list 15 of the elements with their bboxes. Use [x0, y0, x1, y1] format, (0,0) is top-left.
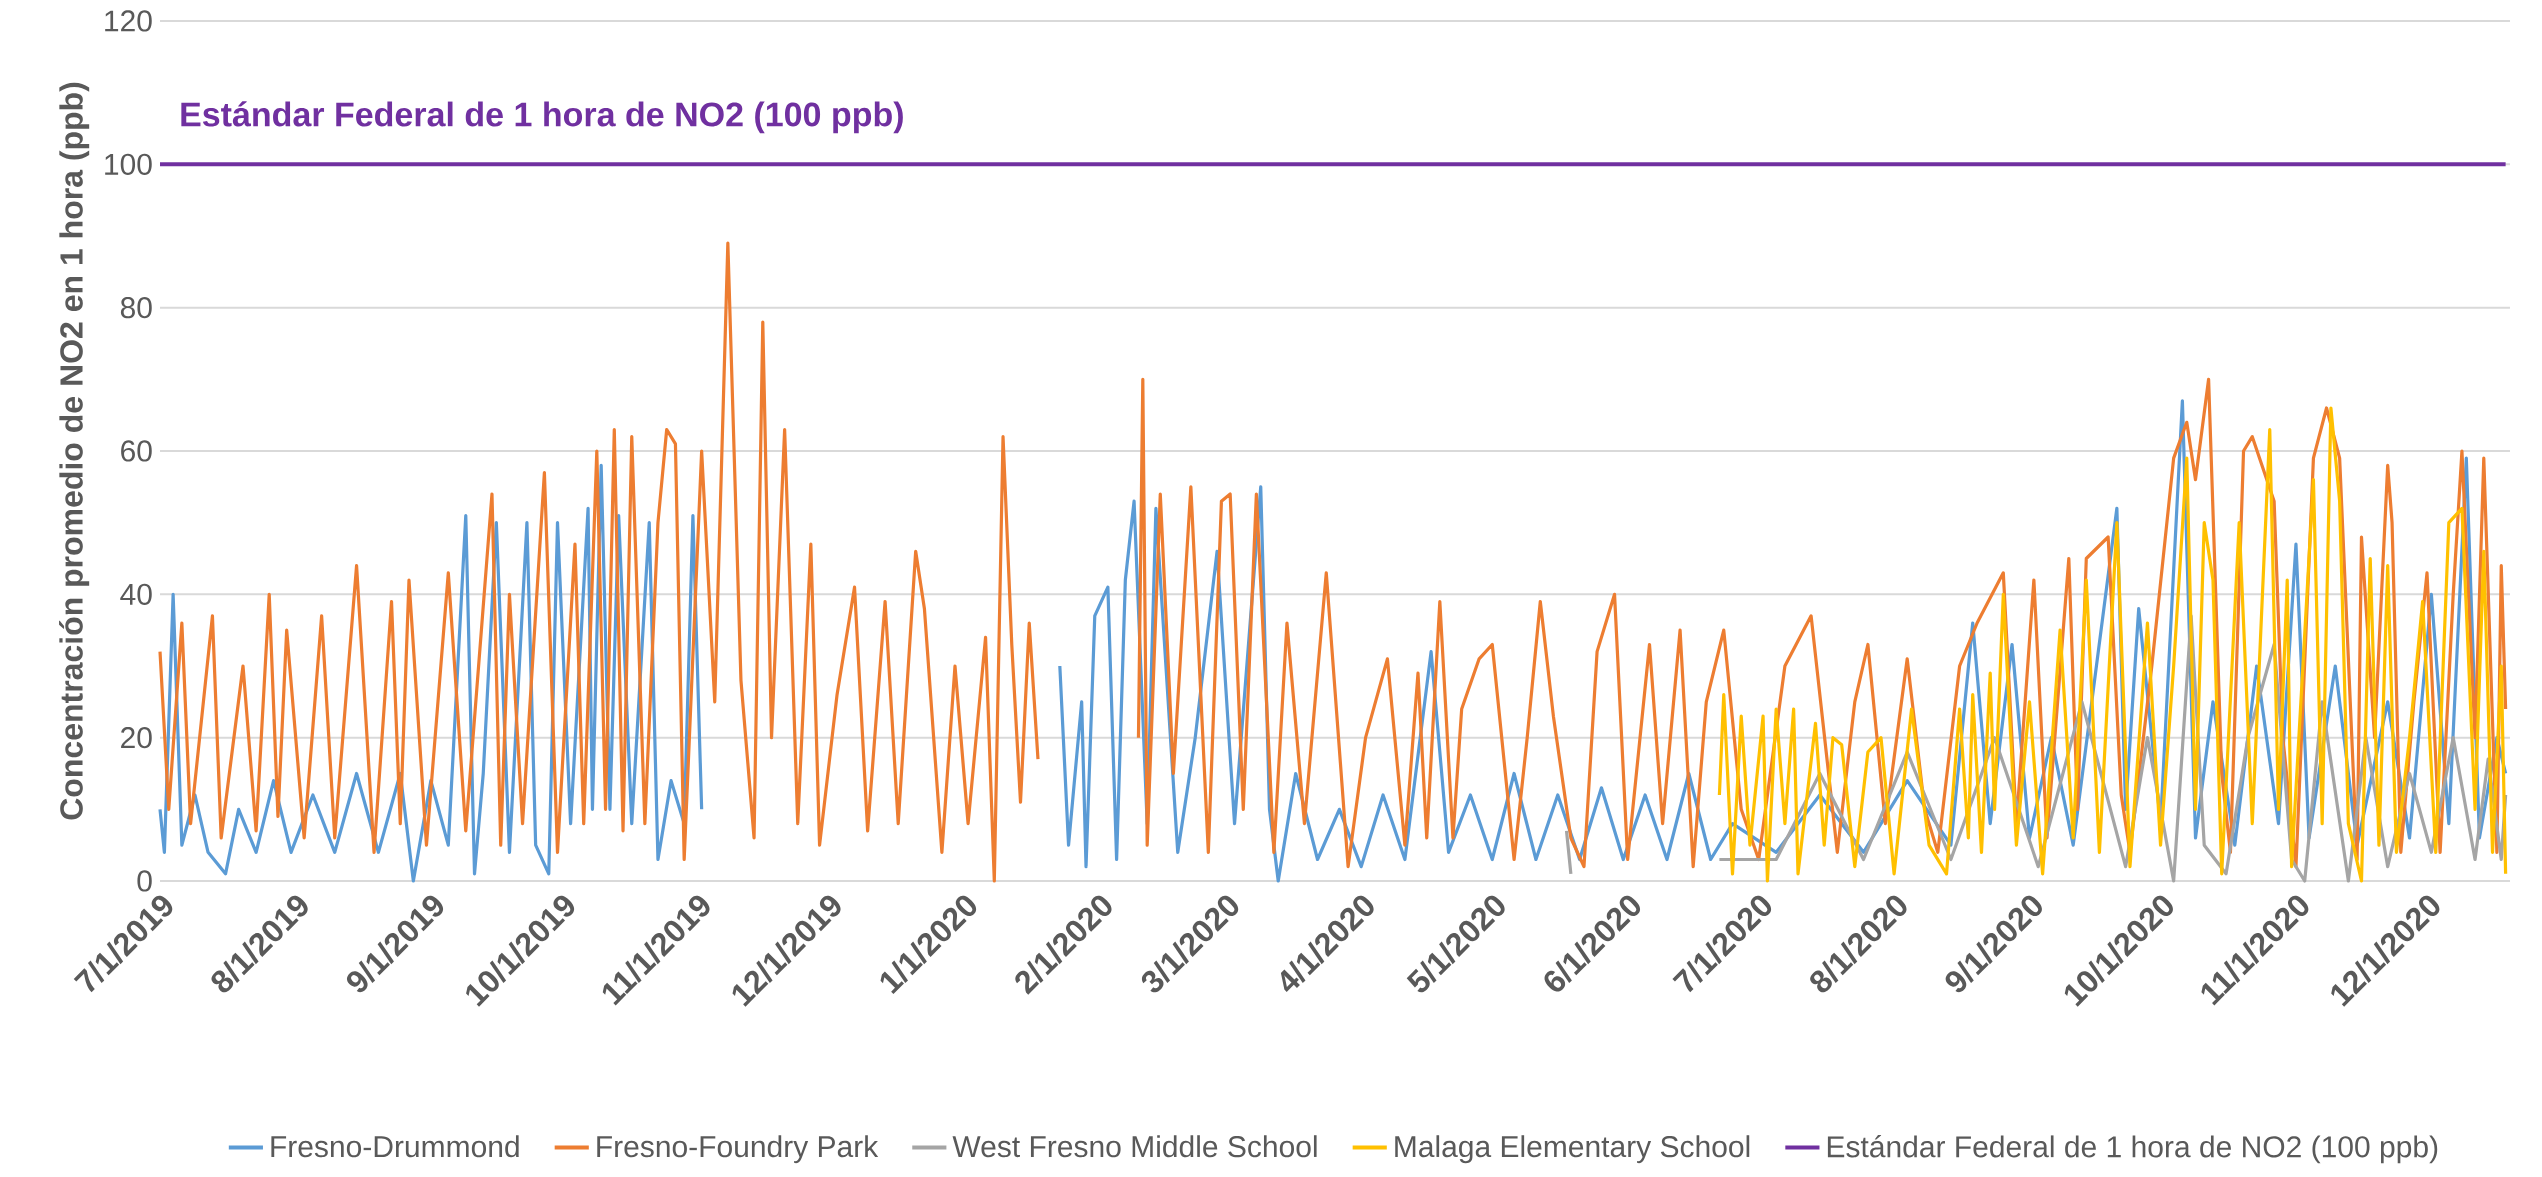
- y-tick-label: 120: [105, 10, 152, 32]
- y-tick-label: 60: [121, 440, 152, 462]
- y-tick-label: 80: [120, 297, 152, 319]
- line-series: [1717, 406, 2508, 883]
- legend-label: Malaga Elementary School: [1395, 1135, 1750, 1164]
- y-tick-label: 0: [137, 870, 152, 892]
- y-axis-title: Concentración promedio de NO2 en 1 hora (ppb): [59, 82, 90, 820]
- y-tick-label: 100: [105, 153, 152, 175]
- annotation: Estándar Federal de 1 hora de NO2 (100 ppb): [181, 101, 903, 134]
- legend-label: Fresno-Drummond: [271, 1135, 519, 1158]
- legend-label: Fresno-Foundry Park: [597, 1135, 879, 1164]
- legend-label: Estándar Federal de 1 hora de NO2 (100 ppb): [1827, 1135, 2438, 1164]
- y-tick-label: 20: [121, 727, 152, 749]
- legend-label: West Fresno Middle School: [952, 1135, 1317, 1158]
- y-tick-label: 40: [120, 583, 152, 605]
